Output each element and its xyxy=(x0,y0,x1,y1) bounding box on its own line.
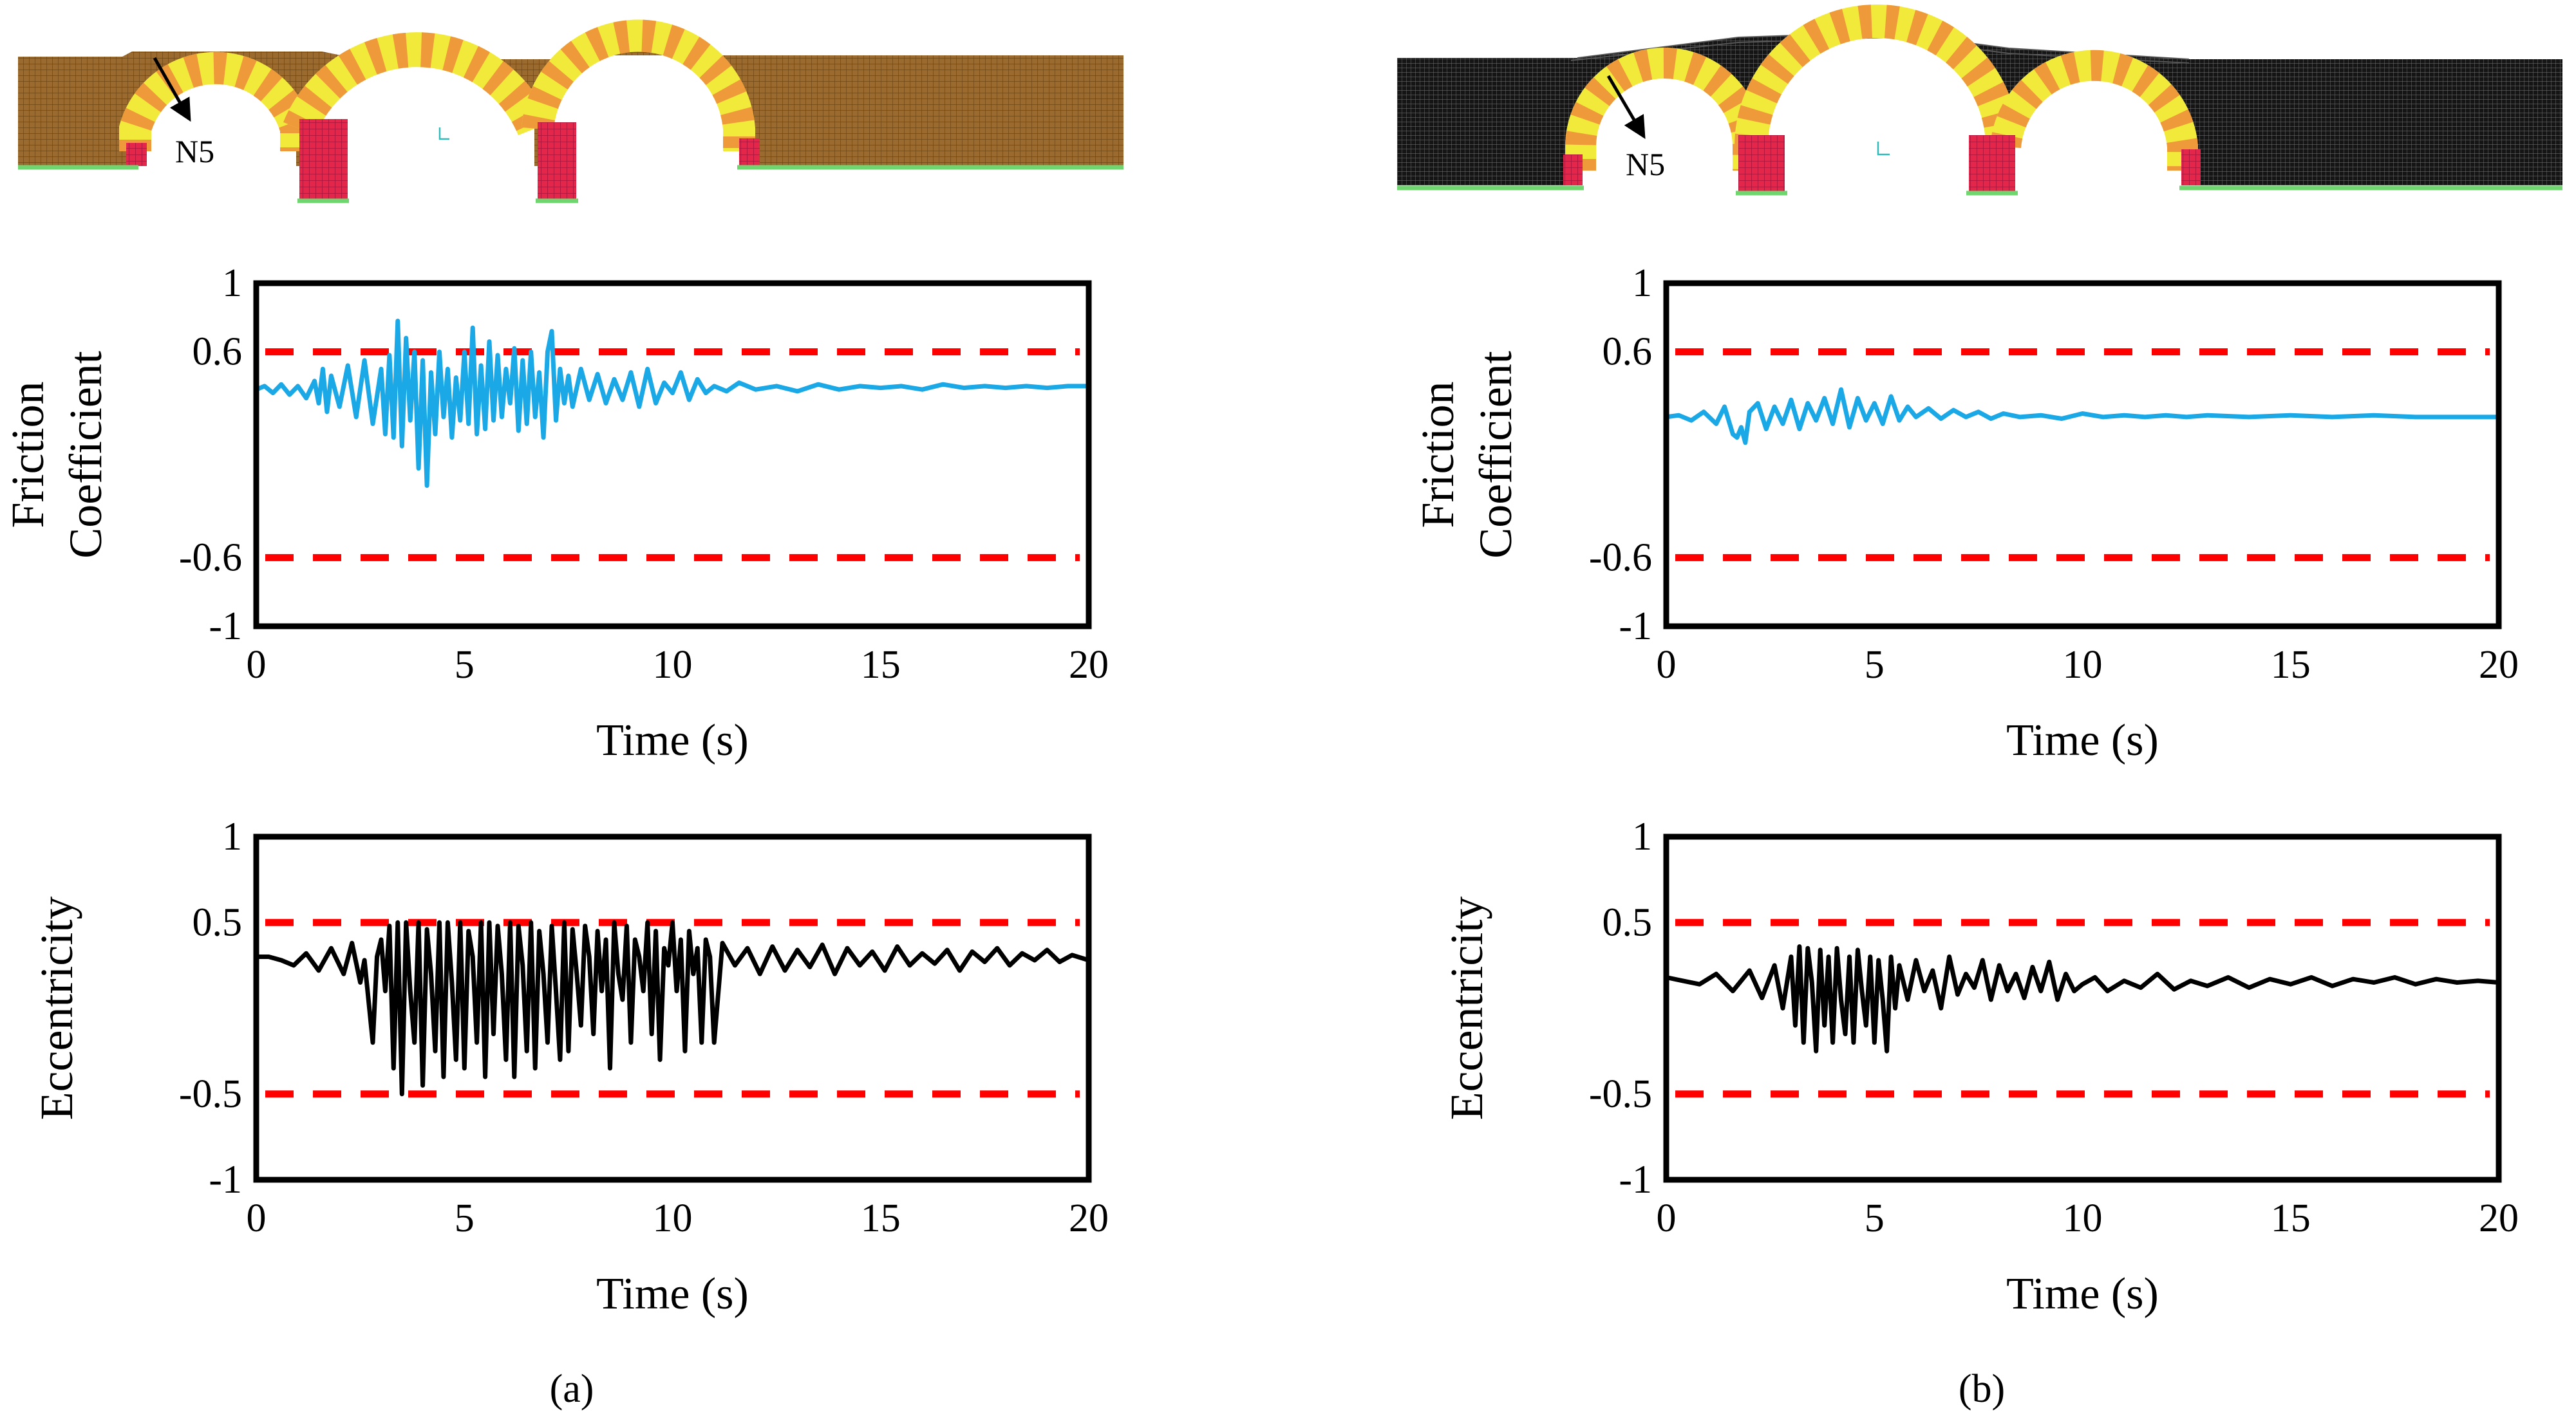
x-tick-label: 5 xyxy=(1865,1197,1885,1240)
x-axis-label: Time (s) xyxy=(596,1269,749,1319)
y-tick-label: 1 xyxy=(1632,261,1652,305)
bridge-b-arch-2-joints xyxy=(1735,5,2019,147)
data-series-line xyxy=(1664,944,2501,1054)
plot-frame xyxy=(253,280,1092,629)
x-axis-label: Time (s) xyxy=(2006,716,2159,765)
y-axis-label: Eccentricity xyxy=(1441,897,1492,1121)
bridge-a-abutment-right xyxy=(739,138,760,166)
plot-frame xyxy=(253,834,1092,1183)
y-tick-label: -1 xyxy=(1619,604,1652,648)
bridge-b-axis-marker xyxy=(1877,142,1890,156)
panel-label-a: (a) xyxy=(550,1367,594,1411)
y-axis-label: Coefficient xyxy=(1470,351,1521,559)
bridge-b-arch-3-joints xyxy=(1990,50,2198,171)
x-tick-label: 15 xyxy=(2271,1197,2311,1240)
x-tick-label: 5 xyxy=(1865,643,1885,687)
y-tick-label: 0.6 xyxy=(193,330,243,374)
bridge-b-arch-rings xyxy=(1565,5,2198,171)
x-tick-label: 10 xyxy=(2063,1197,2103,1240)
data-series-line xyxy=(254,319,1091,488)
bridge-b-arch-1-joints xyxy=(1565,48,1763,171)
bridge-b-node-arrow xyxy=(1606,75,1646,140)
x-tick-label: 15 xyxy=(2271,643,2311,687)
bridge-b-arch-3 xyxy=(1990,50,2198,171)
bridge-a-arch-1-joints xyxy=(119,51,312,151)
x-tick-label: 5 xyxy=(455,1197,475,1240)
y-tick-label: -0.6 xyxy=(1589,536,1652,579)
bridge-model-a: N5 xyxy=(18,19,1123,203)
x-tick-label: 20 xyxy=(1069,643,1109,687)
bridge-b-pier-2 xyxy=(1969,135,2015,192)
bridge-a-arch-2 xyxy=(283,32,551,136)
y-tick-label: -1 xyxy=(209,1158,242,1202)
bridge-b-abutment-left xyxy=(1563,154,1583,185)
y-tick-label: -0.5 xyxy=(1589,1072,1652,1116)
x-tick-label: 10 xyxy=(653,643,693,687)
bridge-b-abutment-right xyxy=(2181,149,2201,185)
plot-frame xyxy=(1663,280,2502,629)
x-tick-label: 20 xyxy=(2479,1197,2519,1240)
x-axis-label: Time (s) xyxy=(596,716,749,765)
x-axis-label: Time (s) xyxy=(2006,1269,2159,1319)
chart-friction-b: 1 0.6 -0.6 -10 5 10 15 20 Time (s) Friction Coeffi… xyxy=(1412,261,2519,765)
bridge-a-pier-1 xyxy=(299,119,348,200)
y-tick-label: 1 xyxy=(1632,815,1652,859)
bridge-a-pier-2 xyxy=(538,122,576,200)
x-tick-label: 0 xyxy=(247,1197,267,1240)
x-tick-label: 5 xyxy=(455,643,475,687)
y-tick-label: -0.5 xyxy=(179,1072,242,1116)
bridge-a-arch-rings xyxy=(119,19,755,151)
x-tick-label: 10 xyxy=(2063,643,2103,687)
bridge-a-axis-marker xyxy=(438,127,449,140)
y-tick-label: 0.6 xyxy=(1603,330,1653,374)
bridge-a-arch-3-joints xyxy=(522,19,755,151)
bridge-model-b: N5 xyxy=(1397,5,2562,196)
y-axis-label: Eccentricity xyxy=(31,897,82,1121)
x-tick-label: 0 xyxy=(1657,1197,1677,1240)
y-axis-label: Friction xyxy=(1412,382,1463,528)
bridge-a-abutment-left xyxy=(126,143,147,166)
x-tick-label: 15 xyxy=(861,1197,901,1240)
bridge-a-spandrel-fill xyxy=(18,35,1123,166)
x-tick-label: 10 xyxy=(653,1197,693,1240)
panel-label-b: (b) xyxy=(1959,1367,2005,1411)
chart-eccentricity-b: 1 0.5 -0.5 -10 5 10 15 20 Time (s) Eccentricity xyxy=(1441,815,2519,1319)
y-tick-label: -0.6 xyxy=(179,536,242,579)
chart-friction-a: 1 0.6 -0.6 -10 5 10 15 20 Time (s) Friction Coeffi… xyxy=(2,261,1109,765)
x-tick-label: 15 xyxy=(861,643,901,687)
y-tick-label: 0.5 xyxy=(193,900,243,944)
y-tick-label: 1 xyxy=(222,815,242,859)
chart-eccentricity-a: 1 0.5 -0.5 -10 5 10 15 20 Time (s) Eccentricity xyxy=(31,815,1109,1319)
y-tick-label: 0.5 xyxy=(1603,900,1653,944)
data-series-line xyxy=(254,920,1091,1097)
bridge-b-node-label: N5 xyxy=(1626,146,1665,182)
plot-frame xyxy=(1663,834,2502,1183)
bridge-b-pier-1 xyxy=(1738,135,1785,192)
y-tick-label: 1 xyxy=(222,261,242,305)
y-axis-label: Friction xyxy=(2,382,53,528)
y-tick-label: -1 xyxy=(209,604,242,648)
bridge-a-node-label: N5 xyxy=(175,133,214,169)
x-tick-label: 20 xyxy=(1069,1197,1109,1240)
x-tick-label: 20 xyxy=(2479,643,2519,687)
y-axis-label: Coefficient xyxy=(60,351,111,559)
x-tick-label: 0 xyxy=(1657,643,1677,687)
bridge-a-node-arrow xyxy=(153,57,191,122)
y-tick-label: -1 xyxy=(1619,1158,1652,1202)
x-tick-label: 0 xyxy=(247,643,267,687)
data-series-line xyxy=(1664,387,2501,445)
